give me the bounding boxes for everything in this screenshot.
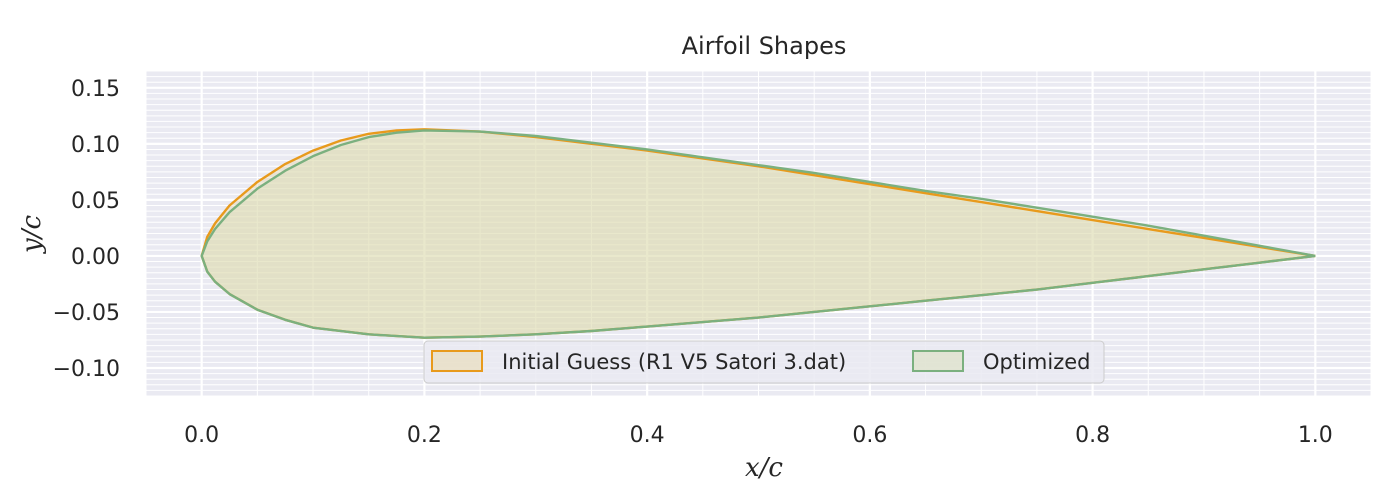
airfoil-fill-optimized [201,130,1316,338]
series-layer [200,128,1316,339]
x-tick-label: 0.4 [630,423,665,448]
major-grid [146,71,1371,396]
x-axis-label: x/c [745,453,783,483]
legend: Initial Guess (R1 V5 Satori 3.dat) Optim… [423,340,1105,384]
y-tick-label: 0.00 [71,245,120,270]
y-tick-labels: 0.15 0.10 0.05 0.00 −0.05 −0.10 [53,77,120,382]
x-tick-label: 1.0 [1298,423,1333,448]
y-tick-label: −0.10 [53,357,120,382]
x-tick-label: 0.2 [407,423,442,448]
y-tick-label: −0.05 [53,301,120,326]
legend-label-optimized: Optimized [983,350,1091,374]
x-tick-label: 0.0 [184,423,219,448]
x-tick-label: 0.8 [1075,423,1110,448]
x-tick-labels: 0.0 0.2 0.4 0.6 0.8 1.0 [184,423,1333,448]
x-tick-label: 0.6 [852,423,887,448]
airfoil-outline-optimized [200,129,1316,339]
y-tick-label: 0.10 [71,133,120,158]
y-tick-label: 0.15 [71,77,120,102]
legend-swatch-initial [431,350,483,372]
legend-swatch-optimized [912,350,964,372]
y-axis-label: y/c [17,215,47,254]
y-tick-label: 0.05 [71,189,120,214]
airfoil-fill-initial [201,129,1316,338]
chart-title: Airfoil Shapes [682,32,847,60]
legend-label-initial: Initial Guess (R1 V5 Satori 3.dat) [502,350,846,374]
